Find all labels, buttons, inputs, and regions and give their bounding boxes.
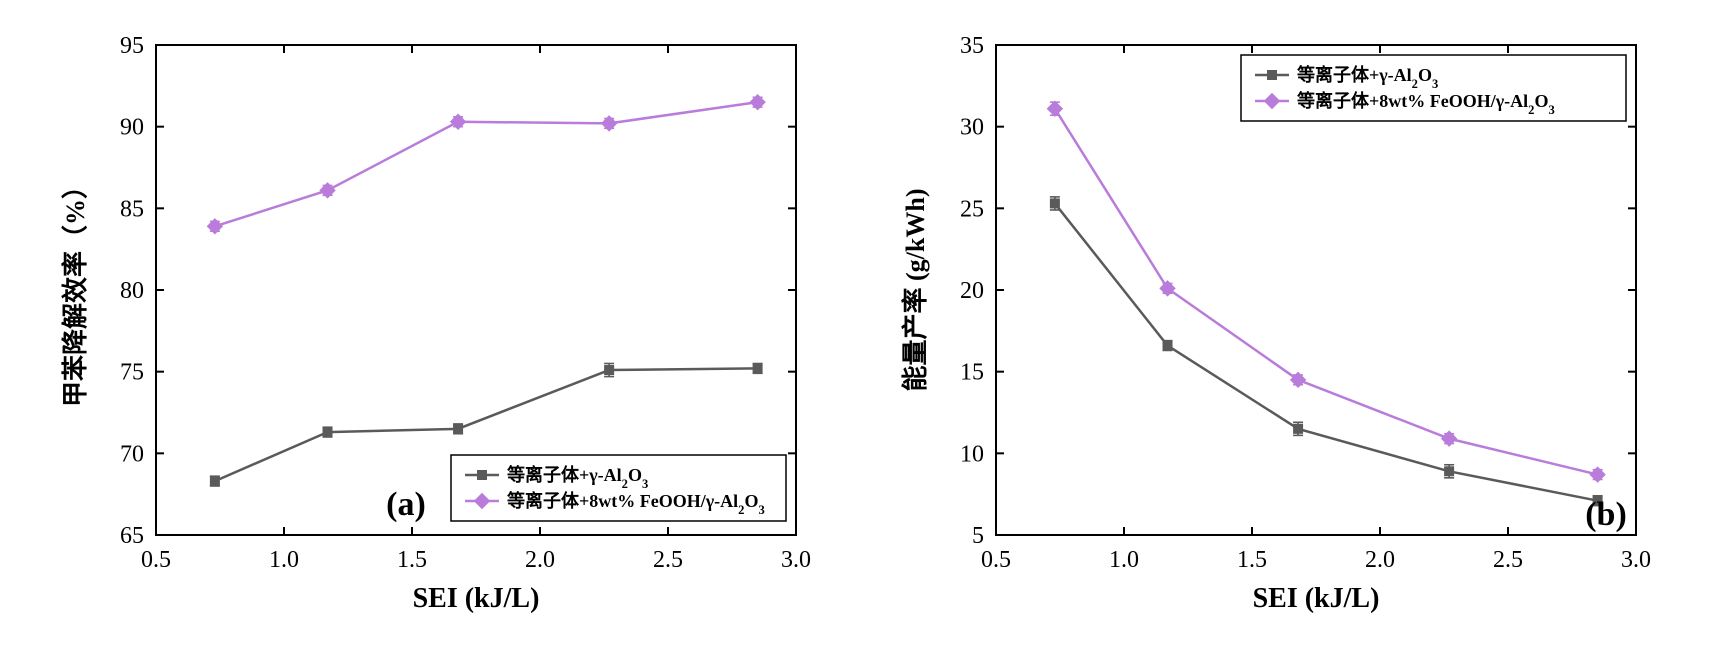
chart-b-svg: 0.5 1.0 1.5 2.0 2.5 3.0 5 10 15 20 25 30 35 SEI (kJ/L…: [886, 25, 1666, 625]
svg-text:3.0: 3.0: [1621, 547, 1651, 573]
svg-text:2.0: 2.0: [1365, 547, 1395, 573]
svg-text:90: 90: [120, 114, 144, 140]
chart-b-container: 0.5 1.0 1.5 2.0 2.5 3.0 5 10 15 20 25 30 35 SEI (kJ/L…: [886, 25, 1666, 625]
svg-text:15: 15: [960, 359, 984, 385]
svg-text:1.5: 1.5: [397, 547, 427, 573]
svg-text:75: 75: [120, 359, 144, 385]
svg-text:20: 20: [960, 278, 984, 304]
svg-text:1.0: 1.0: [269, 547, 299, 573]
svg-text:(a): (a): [386, 486, 426, 523]
chart-a-container: 0.5 1.0 1.5 2.0 2.5 3.0 65 70 75 80 85 90 95 SEI (kJ/…: [46, 25, 826, 625]
svg-text:2.0: 2.0: [525, 547, 555, 573]
svg-text:SEI (kJ/L): SEI (kJ/L): [412, 583, 539, 614]
svg-text:2.5: 2.5: [653, 547, 683, 573]
svg-text:30: 30: [960, 114, 984, 140]
svg-text:25: 25: [960, 196, 984, 222]
chart-a-svg: 0.5 1.0 1.5 2.0 2.5 3.0 65 70 75 80 85 90 95 SEI (kJ/…: [46, 25, 826, 625]
svg-text:3.0: 3.0: [781, 547, 811, 573]
svg-text:80: 80: [120, 278, 144, 304]
svg-text:能量产率 (g/kWh): 能量产率 (g/kWh): [900, 188, 930, 391]
svg-text:(b): (b): [1585, 496, 1627, 533]
svg-text:95: 95: [120, 33, 144, 59]
svg-text:SEI (kJ/L): SEI (kJ/L): [1252, 583, 1379, 614]
svg-text:2.5: 2.5: [1493, 547, 1523, 573]
svg-text:0.5: 0.5: [981, 547, 1011, 573]
svg-text:10: 10: [960, 441, 984, 467]
svg-text:85: 85: [120, 196, 144, 222]
svg-text:1.5: 1.5: [1237, 547, 1267, 573]
svg-text:65: 65: [120, 523, 144, 549]
svg-text:0.5: 0.5: [141, 547, 171, 573]
svg-text:1.0: 1.0: [1109, 547, 1139, 573]
svg-text:35: 35: [960, 33, 984, 59]
svg-text:5: 5: [972, 523, 984, 549]
svg-text:甲苯降解效率（%）: 甲苯降解效率（%）: [60, 172, 90, 406]
svg-text:70: 70: [120, 441, 144, 467]
